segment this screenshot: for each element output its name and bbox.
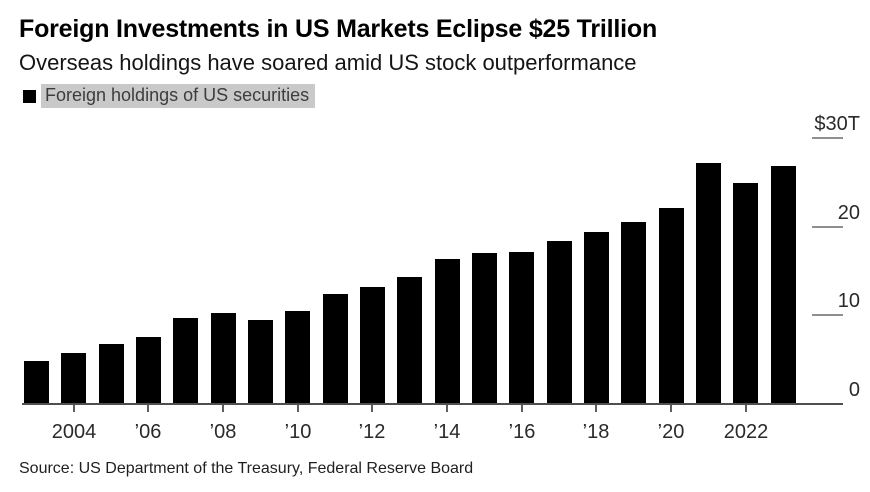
legend-swatch-icon — [23, 89, 36, 103]
y-tick-label: 0 — [848, 379, 860, 401]
bar-2006 — [136, 337, 161, 404]
y-tick-label: $30T — [814, 113, 860, 135]
x-tick-line — [446, 405, 448, 412]
x-tick-label: ’14 — [433, 421, 461, 443]
x-tick-label: 2004 — [51, 421, 97, 443]
bar-2020 — [659, 208, 684, 404]
bar-2009 — [248, 320, 273, 404]
y-tick-line — [812, 314, 843, 316]
x-tick-line — [147, 405, 149, 412]
x-tick-line — [595, 405, 597, 412]
x-tick-label: ’16 — [508, 421, 536, 443]
x-axis-baseline — [22, 403, 843, 405]
bar-2021 — [696, 163, 721, 404]
x-tick-line — [521, 405, 523, 412]
x-tick-line — [745, 405, 747, 412]
x-tick-label: ’06 — [134, 421, 162, 443]
bar-2017 — [547, 241, 572, 404]
x-tick-line — [371, 405, 373, 412]
source-note: Source: US Department of the Treasury, F… — [19, 460, 474, 477]
bar-2005 — [99, 344, 124, 404]
x-tick-label: ’10 — [284, 421, 312, 443]
bar-2014 — [435, 259, 460, 404]
chart-title: Foreign Investments in US Markets Eclips… — [19, 15, 658, 43]
x-tick-label: ’18 — [582, 421, 610, 443]
chart-subtitle: Overseas holdings have soared amid US st… — [19, 50, 637, 75]
bar-2007 — [173, 318, 198, 404]
bar-2003 — [24, 361, 49, 404]
bar-2015 — [472, 253, 497, 404]
bar-2012 — [360, 287, 385, 404]
x-tick-label: ’12 — [358, 421, 386, 443]
x-tick-label: 2022 — [723, 421, 769, 443]
bar-2018 — [584, 232, 609, 404]
x-tick-line — [222, 405, 224, 412]
bar-2008 — [211, 313, 236, 404]
legend-label: Foreign holdings of US securities — [41, 84, 316, 108]
bar-2013 — [397, 277, 422, 404]
y-tick-label: 10 — [837, 290, 860, 312]
bar-2010 — [285, 311, 310, 404]
legend: Foreign holdings of US securities — [23, 84, 316, 108]
bar-2011 — [323, 294, 348, 404]
x-tick-line — [297, 405, 299, 412]
x-tick-line — [670, 405, 672, 412]
bar-2004 — [61, 353, 86, 404]
x-tick-label: ’20 — [657, 421, 685, 443]
y-tick-label: 20 — [837, 202, 860, 224]
y-tick-line — [812, 226, 843, 228]
y-tick-line — [812, 137, 843, 139]
bar-2022 — [733, 183, 758, 404]
bar-2019 — [621, 222, 646, 404]
bar-2023 — [771, 166, 796, 404]
bar-2016 — [509, 252, 534, 404]
x-tick-label: ’08 — [209, 421, 237, 443]
x-tick-line — [73, 405, 75, 412]
